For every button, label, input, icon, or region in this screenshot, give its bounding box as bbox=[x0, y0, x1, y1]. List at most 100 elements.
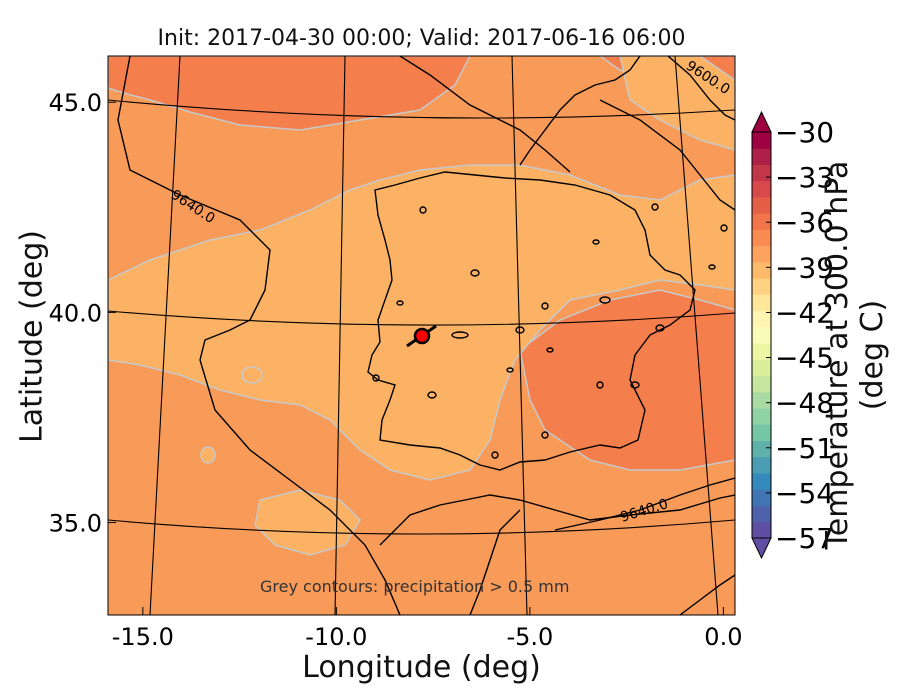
orography-contour bbox=[515, 326, 525, 334]
colorbar-label: Temperature at 300.0 hPa (deg C) bbox=[820, 160, 890, 550]
colorbar-segment bbox=[752, 132, 771, 149]
orography-contour bbox=[541, 431, 549, 439]
y-tick-label: 45.0 bbox=[49, 89, 102, 117]
france-coast-east bbox=[599, 99, 735, 211]
colorbar-tick-label: −48 bbox=[775, 387, 834, 420]
colorbar-segment bbox=[752, 229, 771, 247]
africa-coastline bbox=[379, 494, 735, 546]
orography-contour bbox=[451, 331, 469, 339]
colorbar: −30 −33 −36 −39 −42 −45 −48 −51 −54 −57 bbox=[751, 110, 834, 560]
meridian-minus15 bbox=[149, 56, 181, 615]
map-panel bbox=[108, 56, 735, 615]
colorbar-tick-label: −36 bbox=[775, 206, 834, 239]
orography-contour bbox=[491, 451, 499, 459]
geopotential-contours bbox=[117, 56, 735, 615]
x-tick-label: 0.0 bbox=[704, 623, 742, 651]
colorbar-segment bbox=[752, 375, 771, 393]
orography-contour bbox=[599, 296, 611, 304]
orography-contour bbox=[655, 324, 665, 332]
plot-title: Init: 2017-04-30 00:00; Valid: 2017-06-1… bbox=[157, 26, 686, 51]
y-axis-ticks: 35.0 40.0 45.0 bbox=[49, 89, 116, 538]
parallel-35 bbox=[108, 519, 735, 535]
colorbar-segment bbox=[752, 343, 771, 360]
colorbar-tick-label: −30 bbox=[775, 116, 834, 149]
parallel-40 bbox=[108, 310, 735, 326]
colorbar-segment bbox=[752, 261, 771, 279]
y-axis-label: Latitude (deg) bbox=[14, 230, 50, 443]
plot-frame bbox=[107, 55, 736, 616]
parallel-45 bbox=[108, 99, 735, 119]
height-contour-9640-se bbox=[554, 477, 735, 531]
orography-contour bbox=[708, 264, 716, 270]
x-tick-label: -5.0 bbox=[506, 623, 553, 651]
station-marker-group bbox=[406, 324, 437, 348]
x-tick-label: -15.0 bbox=[112, 623, 174, 651]
colorbar-segment bbox=[752, 326, 771, 344]
colorbar-tick-label: −45 bbox=[775, 342, 834, 375]
coastlines bbox=[367, 56, 735, 615]
y-tick-label: 35.0 bbox=[49, 510, 102, 538]
orography-contour bbox=[427, 391, 437, 399]
colorbar-segment bbox=[752, 310, 771, 328]
height-contour-9600-east bbox=[667, 56, 735, 121]
y-tick-label: 40.0 bbox=[49, 299, 102, 327]
colorbar-extend-max bbox=[751, 110, 772, 133]
height-contour-9600 bbox=[399, 56, 571, 173]
colorbar-segment bbox=[752, 424, 771, 442]
x-axis-label: Longitude (deg) bbox=[302, 650, 541, 685]
orography-contour bbox=[596, 381, 604, 389]
colorbar-segment bbox=[752, 196, 771, 214]
x-tick-label: -10.0 bbox=[305, 623, 367, 651]
colorbar-extend-min bbox=[751, 537, 772, 560]
temperature-patch-light bbox=[619, 56, 735, 151]
colorbar-segment bbox=[752, 521, 771, 539]
colorbar-tick-label: −33 bbox=[775, 161, 834, 194]
orography-contours bbox=[372, 203, 728, 459]
colorbar-frame bbox=[751, 131, 772, 539]
graticule bbox=[108, 56, 735, 615]
orography-contour bbox=[651, 203, 659, 211]
colorbar-segment bbox=[752, 245, 771, 263]
colorbar-tick-label: −54 bbox=[775, 477, 834, 510]
meridian-minus10 bbox=[334, 56, 346, 615]
iberian-coastline bbox=[367, 171, 696, 471]
orography-contour bbox=[720, 224, 728, 232]
france-coastline bbox=[519, 56, 641, 166]
height-contour-9640-west bbox=[117, 56, 401, 615]
colorbar-segment bbox=[752, 359, 771, 377]
station-marker bbox=[413, 327, 431, 345]
colorbar-segment bbox=[752, 408, 771, 425]
meridian-minus5 bbox=[511, 56, 528, 615]
orography-contour bbox=[506, 367, 514, 373]
orography-contour bbox=[396, 300, 404, 306]
colorbar-segment bbox=[752, 148, 771, 165]
colorbar-segment bbox=[752, 456, 771, 474]
colorbar-tick-label: −57 bbox=[775, 522, 834, 555]
africa-coast-east bbox=[679, 574, 735, 615]
colorbar-segment bbox=[752, 505, 771, 523]
temperature-patch-light bbox=[200, 446, 216, 464]
orography-contour bbox=[546, 347, 554, 353]
temperature-patch-light bbox=[254, 489, 361, 556]
colorbar-tick-label: −51 bbox=[775, 432, 834, 465]
africa-coast-south bbox=[469, 509, 521, 615]
orography-contour bbox=[630, 381, 640, 389]
colorbar-segment bbox=[752, 294, 771, 312]
colorbar-segment bbox=[752, 473, 771, 490]
colorbar-segment bbox=[752, 278, 771, 295]
colorbar-tick-label: −42 bbox=[775, 296, 834, 329]
colorbar-segment bbox=[752, 489, 771, 507]
colorbar-segment bbox=[752, 164, 771, 182]
orography-contour bbox=[419, 206, 427, 214]
precip-note: Grey contours: precipitation > 0.5 mm bbox=[260, 577, 570, 596]
x-axis-ticks: -15.0 -10.0 -5.0 0.0 bbox=[112, 607, 742, 651]
temperature-patch-light bbox=[241, 366, 263, 384]
orography-contour bbox=[541, 302, 549, 310]
meridian-0 bbox=[674, 56, 719, 615]
colorbar-tick-label: −39 bbox=[775, 251, 834, 284]
colorbar-segment bbox=[752, 440, 771, 458]
temperature-patch-light bbox=[108, 164, 735, 481]
temperature-patch-dark bbox=[108, 56, 471, 131]
orography-contour bbox=[470, 269, 480, 277]
